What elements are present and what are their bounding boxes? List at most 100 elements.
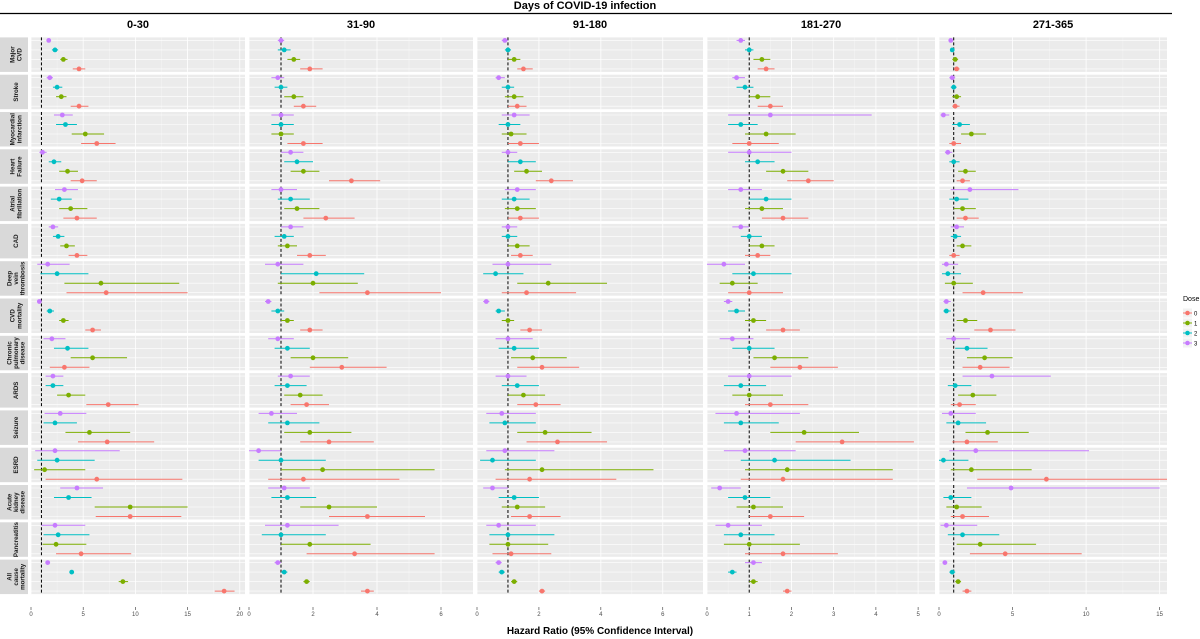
hazard-ratio-point bbox=[52, 522, 58, 528]
panel-background bbox=[939, 447, 1167, 483]
hazard-ratio-point bbox=[964, 345, 970, 351]
hazard-ratio-point bbox=[59, 112, 65, 118]
hazard-ratio-point bbox=[301, 141, 306, 146]
hazard-ratio-point bbox=[278, 84, 284, 90]
panel-header: 271-365 bbox=[1033, 19, 1073, 31]
hazard-ratio-point bbox=[40, 149, 45, 155]
hazard-ratio-point bbox=[352, 551, 357, 557]
hazard-ratio-point bbox=[508, 551, 514, 557]
hazard-ratio-point bbox=[1043, 476, 1049, 482]
panel-background bbox=[249, 559, 473, 595]
panel-background bbox=[707, 373, 935, 408]
x-tick-label: 4 bbox=[874, 612, 878, 618]
x-tick-label: 3 bbox=[832, 612, 836, 618]
hazard-ratio-point bbox=[988, 327, 993, 333]
legend-title: Dose bbox=[1183, 296, 1199, 303]
hazard-ratio-point bbox=[47, 308, 53, 314]
x-tick-label: 6 bbox=[661, 612, 665, 618]
panel-background bbox=[249, 186, 473, 222]
hazard-ratio-point bbox=[511, 112, 517, 118]
hazard-ratio-point bbox=[502, 420, 508, 426]
row-strip-label-line: infarction bbox=[16, 115, 23, 143]
hazard-ratio-point bbox=[496, 560, 502, 565]
hazard-ratio-point bbox=[517, 159, 523, 165]
x-tick-label: 4 bbox=[375, 612, 379, 618]
hazard-ratio-point bbox=[759, 206, 765, 212]
panel-background bbox=[31, 335, 245, 371]
row-strip-label: CVDmortality bbox=[10, 302, 24, 329]
hazard-ratio-point bbox=[490, 485, 495, 491]
hazard-ratio-point bbox=[291, 57, 297, 62]
hazard-ratio-point bbox=[985, 430, 990, 435]
hazard-ratio-point bbox=[954, 196, 960, 202]
panel-background bbox=[477, 74, 703, 110]
row-strip-label-line: CAD bbox=[13, 234, 20, 248]
hazard-ratio-point bbox=[963, 168, 968, 174]
hazard-ratio-point bbox=[742, 495, 748, 500]
hazard-ratio-point bbox=[58, 94, 64, 100]
hazard-ratio-point bbox=[1008, 485, 1014, 491]
hazard-ratio-point bbox=[514, 187, 520, 193]
hazard-ratio-point bbox=[755, 94, 761, 100]
panel-background bbox=[939, 186, 1167, 222]
hazard-ratio-point bbox=[505, 261, 511, 267]
hazard-ratio-point bbox=[50, 383, 56, 388]
x-tick-label: 0 bbox=[705, 612, 709, 618]
x-tick-label: 10 bbox=[132, 612, 139, 618]
hazard-ratio-point bbox=[511, 579, 517, 584]
hazard-ratio-point bbox=[65, 345, 70, 351]
hazard-ratio-point bbox=[87, 430, 92, 435]
hazard-ratio-point bbox=[511, 345, 517, 351]
panel-background bbox=[939, 485, 1167, 520]
hazard-ratio-point bbox=[763, 131, 769, 137]
hazard-ratio-point bbox=[725, 299, 731, 304]
hazard-ratio-point bbox=[954, 504, 960, 510]
row-strip bbox=[0, 485, 28, 520]
row-strip bbox=[0, 335, 28, 371]
hazard-ratio-point bbox=[973, 448, 979, 454]
panel-background bbox=[249, 373, 473, 408]
hazard-ratio-point bbox=[50, 224, 56, 230]
hazard-ratio-point bbox=[555, 439, 560, 445]
hazard-ratio-point bbox=[94, 476, 100, 482]
hazard-ratio-point bbox=[960, 514, 965, 519]
panel-background bbox=[707, 559, 935, 595]
legend-label: 1 bbox=[1194, 322, 1198, 328]
hazard-ratio-point bbox=[496, 75, 502, 81]
hazard-ratio-point bbox=[797, 364, 803, 370]
row-strip-label-line: Stroke bbox=[13, 82, 20, 102]
hazard-ratio-point bbox=[948, 411, 954, 416]
hazard-ratio-point bbox=[801, 430, 807, 435]
hazard-ratio-point bbox=[55, 234, 61, 239]
hazard-ratio-point bbox=[548, 178, 554, 184]
hazard-ratio-point bbox=[53, 541, 59, 547]
hazard-ratio-point bbox=[275, 560, 281, 565]
hazard-ratio-point bbox=[288, 224, 293, 230]
hazard-ratio-point bbox=[539, 364, 545, 370]
hazard-ratio-point bbox=[499, 411, 505, 416]
hazard-ratio-point bbox=[56, 196, 62, 202]
hazard-ratio-point bbox=[967, 187, 973, 193]
hazard-ratio-point bbox=[511, 57, 517, 62]
hazard-ratio-point bbox=[514, 243, 520, 249]
hazard-ratio-point bbox=[517, 253, 523, 258]
x-tick-label: 1 bbox=[748, 612, 752, 618]
row-strip-label-line: thrombosis bbox=[20, 261, 27, 295]
panel-background bbox=[477, 335, 703, 371]
hazard-ratio-point bbox=[527, 476, 533, 482]
hazard-ratio-point bbox=[955, 579, 961, 584]
row-strip-label-line: cause bbox=[13, 568, 20, 586]
x-tick-label: 0 bbox=[937, 612, 941, 618]
panel-background bbox=[249, 447, 473, 483]
hazard-ratio-point bbox=[313, 271, 319, 277]
hazard-ratio-point bbox=[505, 541, 511, 547]
hazard-ratio-point bbox=[780, 551, 786, 557]
hazard-ratio-point bbox=[505, 318, 511, 323]
panel-background bbox=[707, 522, 935, 557]
x-tick-label: 10 bbox=[1083, 612, 1090, 618]
hazard-ratio-point bbox=[90, 355, 95, 361]
legend-dot bbox=[1185, 330, 1190, 336]
hazard-ratio-point bbox=[729, 336, 735, 342]
row-strip bbox=[0, 149, 28, 184]
